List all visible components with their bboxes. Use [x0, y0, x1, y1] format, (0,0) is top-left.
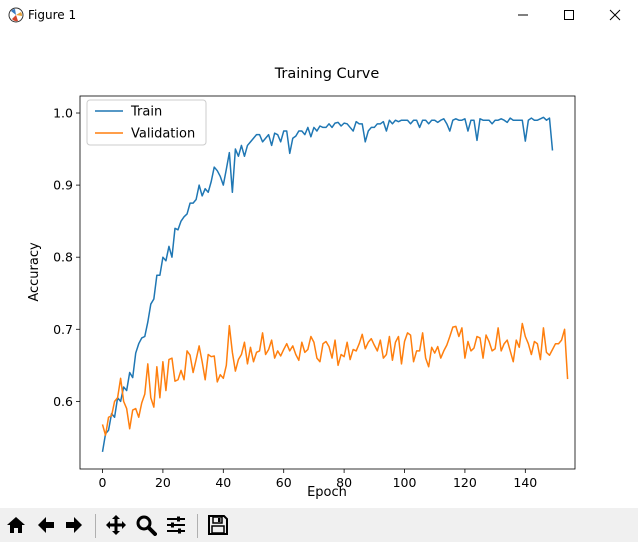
- y-tick-label: 0.7: [53, 322, 73, 337]
- x-axis-label: Epoch: [307, 485, 347, 500]
- x-tick-label: 60: [276, 475, 292, 490]
- back-button[interactable]: [32, 511, 60, 539]
- y-tick-label: 0.8: [53, 250, 73, 265]
- x-tick-label: 140: [513, 475, 537, 490]
- forward-button[interactable]: [60, 511, 88, 539]
- configure-subplots-icon: [167, 516, 185, 534]
- forward-arrow-icon: [66, 517, 82, 533]
- legend-label-validation: Validation: [131, 127, 195, 142]
- x-tick-label: 80: [336, 475, 352, 490]
- pan-button[interactable]: [102, 511, 130, 539]
- chart-title: Training Curve: [274, 66, 380, 82]
- legend-label-train: Train: [130, 105, 162, 120]
- zoom-icon: [136, 515, 157, 536]
- figure-canvas[interactable]: Training Curve 0 20 40 60 80 100 120 140 0.6 0.7 0…: [0, 30, 638, 508]
- y-tick-label: 0.6: [53, 394, 73, 409]
- toolbar-separator: [95, 514, 96, 538]
- minimize-button[interactable]: [500, 0, 546, 30]
- chart: Training Curve 0 20 40 60 80 100 120 140 0.6 0.7 0…: [27, 66, 576, 500]
- home-button[interactable]: [2, 511, 30, 539]
- configure-subplots-button[interactable]: [162, 511, 190, 539]
- minimize-icon: [518, 14, 528, 16]
- zoom-button[interactable]: [132, 511, 160, 539]
- close-button[interactable]: [592, 0, 638, 30]
- save-button[interactable]: [204, 511, 232, 539]
- series-line-validation: [101, 322, 569, 437]
- home-icon: [7, 517, 25, 533]
- x-tick-label: 120: [453, 475, 477, 490]
- maximize-button[interactable]: [546, 0, 592, 30]
- axes-frame: [79, 95, 576, 470]
- y-tick-label: 0.9: [53, 178, 73, 193]
- x-tick-label: 100: [393, 475, 417, 490]
- pan-icon: [106, 515, 126, 535]
- window-title: Figure 1: [28, 8, 77, 22]
- x-tick-label: 40: [215, 475, 231, 490]
- navigation-toolbar: [0, 508, 638, 542]
- title-bar[interactable]: Figure 1: [0, 0, 638, 30]
- y-axis-label: Accuracy: [27, 242, 42, 302]
- x-tick-label: 0: [99, 475, 107, 490]
- maximize-icon: [564, 10, 574, 20]
- back-arrow-icon: [38, 517, 54, 533]
- series-line-train: [101, 116, 554, 452]
- matplotlib-logo-icon: [8, 7, 24, 23]
- x-tick-label: 20: [155, 475, 171, 490]
- y-tick-label: 1.0: [53, 106, 73, 121]
- toolbar-separator: [197, 514, 198, 538]
- save-icon: [208, 515, 228, 535]
- close-icon: [609, 9, 621, 21]
